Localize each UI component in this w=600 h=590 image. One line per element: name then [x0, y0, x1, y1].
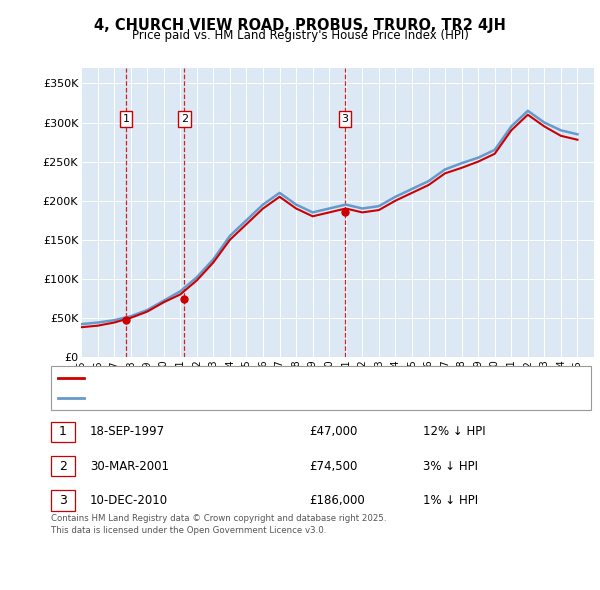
Text: 18-SEP-1997: 18-SEP-1997 — [90, 425, 165, 438]
Text: HPI: Average price, semi-detached house, Cornwall: HPI: Average price, semi-detached house,… — [88, 393, 368, 403]
Text: 10-DEC-2010: 10-DEC-2010 — [90, 494, 168, 507]
Text: 12% ↓ HPI: 12% ↓ HPI — [423, 425, 485, 438]
Text: 3: 3 — [341, 114, 348, 124]
Text: 1% ↓ HPI: 1% ↓ HPI — [423, 494, 478, 507]
Text: £74,500: £74,500 — [309, 460, 358, 473]
Text: Price paid vs. HM Land Registry's House Price Index (HPI): Price paid vs. HM Land Registry's House … — [131, 30, 469, 42]
Text: 3: 3 — [59, 494, 67, 507]
Text: £47,000: £47,000 — [309, 425, 358, 438]
Text: 1: 1 — [122, 114, 130, 124]
Text: £186,000: £186,000 — [309, 494, 365, 507]
Text: 30-MAR-2001: 30-MAR-2001 — [90, 460, 169, 473]
Text: 4, CHURCH VIEW ROAD, PROBUS, TRURO, TR2 4JH (semi-detached house): 4, CHURCH VIEW ROAD, PROBUS, TRURO, TR2 … — [88, 373, 493, 383]
Text: This data is licensed under the Open Government Licence v3.0.: This data is licensed under the Open Gov… — [51, 526, 326, 535]
Text: 2: 2 — [59, 460, 67, 473]
Text: 2: 2 — [181, 114, 188, 124]
Text: Contains HM Land Registry data © Crown copyright and database right 2025.: Contains HM Land Registry data © Crown c… — [51, 514, 386, 523]
Text: 3% ↓ HPI: 3% ↓ HPI — [423, 460, 478, 473]
Text: 4, CHURCH VIEW ROAD, PROBUS, TRURO, TR2 4JH: 4, CHURCH VIEW ROAD, PROBUS, TRURO, TR2 … — [94, 18, 506, 32]
Text: 1: 1 — [59, 425, 67, 438]
